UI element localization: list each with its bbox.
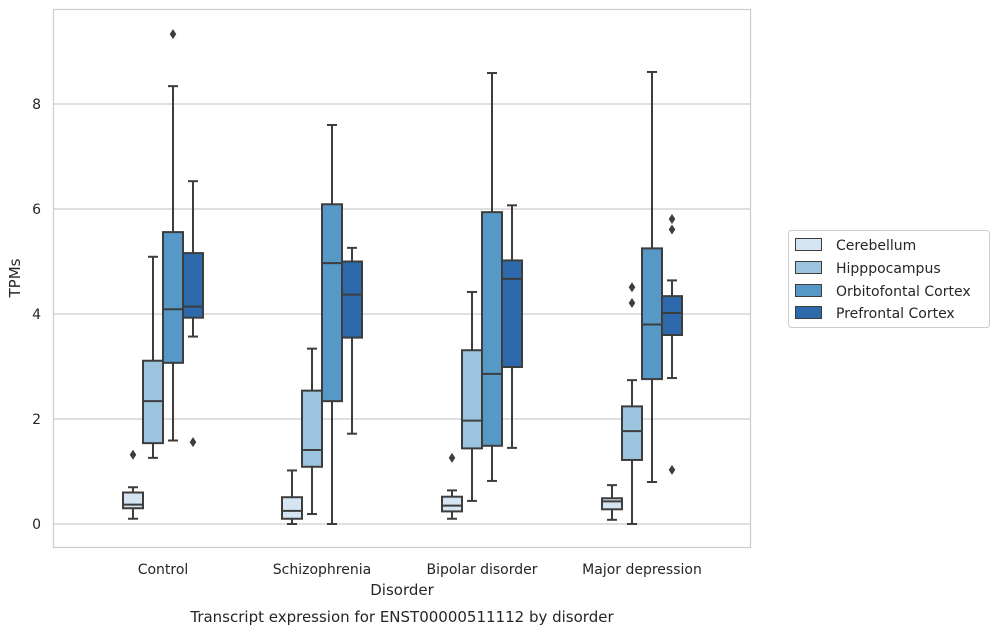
- box-body: [641, 247, 663, 381]
- legend-frame: [788, 230, 990, 328]
- y-tick-label: 6: [32, 202, 41, 218]
- outlier-point: [628, 297, 636, 308]
- box-body: [281, 496, 303, 520]
- outlier-point: [668, 464, 676, 475]
- legend-label-orbitofrontal: Orbitofontal Cortex: [836, 284, 971, 300]
- box-body: [122, 491, 144, 510]
- legend-swatch-prefrontal: [795, 306, 822, 319]
- box-cerebellum-control: [122, 449, 144, 520]
- x-tick-labels: Control Schizophrenia Bipolar disorder Majo…: [138, 562, 702, 578]
- box-orbitofontal-cortex-bipolar-disorder: [481, 72, 503, 482]
- y-tick-label: 0: [32, 517, 41, 533]
- box-prefrontal-cortex-major-depression: [661, 213, 683, 475]
- box-body: [321, 203, 343, 403]
- legend-swatch-cerebellum: [795, 238, 822, 251]
- x-axis-label: Disorder: [370, 581, 434, 599]
- y-tick-labels: 0 2 4 6 8: [32, 97, 41, 533]
- x-tick-label: Control: [138, 562, 189, 578]
- box-body: [601, 497, 623, 511]
- box-body: [661, 295, 683, 336]
- outlier-point: [668, 224, 676, 235]
- legend-label-prefrontal: Prefrontal Cortex: [836, 306, 955, 322]
- box-hipppocampus-control: [142, 255, 164, 459]
- legend: Cerebellum Hipppocampus Orbitofontal Cor…: [788, 230, 990, 328]
- box-body: [341, 260, 363, 339]
- box-layer: [122, 29, 683, 525]
- outlier-point: [129, 449, 137, 460]
- plot-frame: [52, 8, 752, 549]
- chart-title: Transcript expression for ENST0000051111…: [189, 608, 614, 626]
- outlier-point: [169, 29, 177, 40]
- y-axis-label: TPMs: [6, 258, 24, 298]
- outlier-point: [189, 437, 197, 448]
- y-tick-label: 4: [32, 307, 41, 323]
- legend-swatch-orbitofrontal: [795, 284, 822, 297]
- box-cerebellum-schizophrenia: [281, 469, 303, 525]
- box-hipppocampus-major-depression: [621, 282, 643, 525]
- box-prefrontal-cortex-bipolar-disorder: [501, 204, 523, 449]
- box-body: [501, 259, 523, 369]
- legend-label-cerebellum: Cerebellum: [836, 238, 916, 254]
- legend-label-hippocampus: Hipppocampus: [836, 261, 941, 277]
- y-tick-label: 8: [32, 97, 41, 113]
- box-prefrontal-cortex-schizophrenia: [341, 246, 363, 435]
- box-hipppocampus-schizophrenia: [301, 347, 323, 516]
- box-body: [621, 405, 643, 461]
- outlier-point: [668, 213, 676, 224]
- outlier-point: [448, 452, 456, 463]
- y-tick-label: 2: [32, 412, 41, 428]
- box-body: [162, 231, 184, 364]
- box-body: [441, 495, 463, 513]
- x-tick-label: Major depression: [582, 562, 702, 578]
- box-cerebellum-major-depression: [601, 484, 623, 521]
- x-tick-label: Schizophrenia: [273, 562, 371, 578]
- box-body: [461, 349, 483, 450]
- outlier-point: [628, 282, 636, 293]
- box-body: [481, 211, 503, 447]
- box-body: [301, 389, 323, 468]
- box-prefrontal-cortex-control: [182, 180, 204, 448]
- x-tick-label: Bipolar disorder: [426, 562, 537, 578]
- box-body: [182, 252, 204, 319]
- box-cerebellum-bipolar-disorder: [441, 452, 463, 520]
- legend-swatch-hippocampus: [795, 261, 822, 274]
